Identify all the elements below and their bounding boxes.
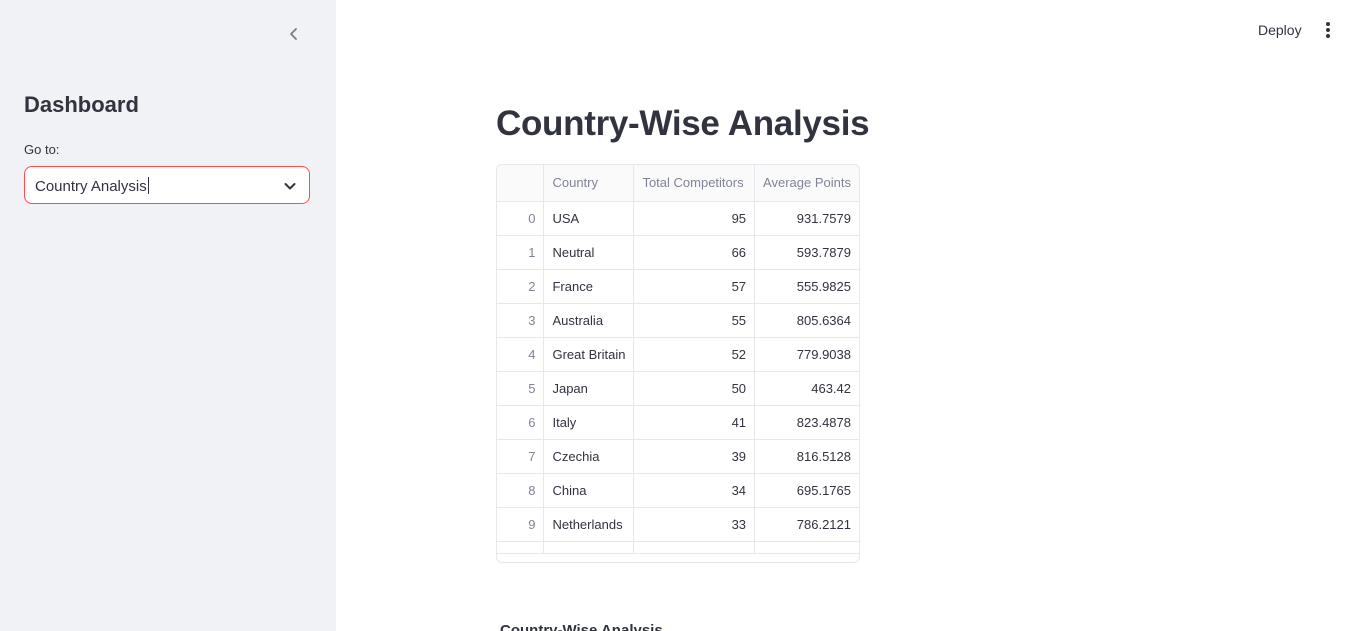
country-cell[interactable]: USA xyxy=(543,201,635,236)
column-header-average-points[interactable]: Average Points xyxy=(754,165,859,202)
total-competitors-cell[interactable]: 34 xyxy=(633,473,756,508)
row-index: 5 xyxy=(497,371,545,406)
table-row: 8 China 34 695.1765 xyxy=(497,473,859,508)
chevron-left-icon xyxy=(290,28,297,40)
row-index: 3 xyxy=(497,303,545,338)
country-cell[interactable]: Japan xyxy=(543,371,635,406)
average-points-cell[interactable]: 779.9038 xyxy=(754,337,859,372)
average-points-cell[interactable]: 695.1765 xyxy=(754,473,859,508)
page-title: Country-Wise Analysis xyxy=(496,104,870,143)
main-menu-button[interactable] xyxy=(1316,18,1340,42)
partial-cell xyxy=(754,541,859,554)
table-row: 6 Italy 41 823.4878 xyxy=(497,405,859,440)
country-cell[interactable]: China xyxy=(543,473,635,508)
column-header-index[interactable] xyxy=(497,165,545,202)
table-header-row: Country Total Competitors Average Points xyxy=(497,165,859,202)
more-vertical-icon xyxy=(1326,22,1330,38)
table-row: 3 Australia 55 805.6364 xyxy=(497,303,859,338)
table-row: 5 Japan 50 463.42 xyxy=(497,371,859,406)
partial-cell xyxy=(633,541,756,554)
partial-cell xyxy=(497,541,545,554)
row-index: 1 xyxy=(497,235,545,270)
table-row: 2 France 57 555.9825 xyxy=(497,269,859,304)
sidebar: Dashboard Go to: Country Analysis xyxy=(0,0,336,631)
total-competitors-cell[interactable]: 33 xyxy=(633,507,756,542)
country-cell[interactable]: Italy xyxy=(543,405,635,440)
sidebar-title: Dashboard xyxy=(24,92,139,117)
country-cell[interactable]: Great Britain xyxy=(543,337,635,372)
dataframe: Country Total Competitors Average Points… xyxy=(497,165,859,554)
total-competitors-cell[interactable]: 57 xyxy=(633,269,756,304)
country-cell[interactable]: Czechia xyxy=(543,439,635,474)
select-label: Go to: xyxy=(24,142,60,157)
column-header-total-competitors[interactable]: Total Competitors xyxy=(633,165,756,202)
row-index: 2 xyxy=(497,269,545,304)
navigation-select[interactable]: Country Analysis xyxy=(24,166,310,204)
average-points-cell[interactable]: 593.7879 xyxy=(754,235,859,270)
row-index: 4 xyxy=(497,337,545,372)
country-cell[interactable]: France xyxy=(543,269,635,304)
deploy-button[interactable]: Deploy xyxy=(1258,22,1302,38)
total-competitors-cell[interactable]: 55 xyxy=(633,303,756,338)
table-row: 4 Great Britain 52 779.9038 xyxy=(497,337,859,372)
partial-cell xyxy=(543,541,635,554)
data-table[interactable]: Country Total Competitors Average Points… xyxy=(496,164,860,563)
total-competitors-cell[interactable]: 95 xyxy=(633,201,756,236)
row-index: 9 xyxy=(497,507,545,542)
average-points-cell[interactable]: 805.6364 xyxy=(754,303,859,338)
chevron-down-icon xyxy=(284,183,296,190)
average-points-cell[interactable]: 555.9825 xyxy=(754,269,859,304)
total-competitors-cell[interactable]: 41 xyxy=(633,405,756,440)
select-value: Country Analysis xyxy=(35,177,149,195)
table-row: 0 USA 95 931.7579 xyxy=(497,201,859,236)
section-subheading: Country-Wise Analysis xyxy=(500,622,663,631)
table-row: 7 Czechia 39 816.5128 xyxy=(497,439,859,474)
average-points-cell[interactable]: 931.7579 xyxy=(754,201,859,236)
column-header-country[interactable]: Country xyxy=(543,165,635,202)
collapse-sidebar-button[interactable] xyxy=(280,20,308,48)
total-competitors-cell[interactable]: 66 xyxy=(633,235,756,270)
average-points-cell[interactable]: 816.5128 xyxy=(754,439,859,474)
table-row: 9 Netherlands 33 786.2121 xyxy=(497,507,859,542)
row-index: 8 xyxy=(497,473,545,508)
row-index: 0 xyxy=(497,201,545,236)
average-points-cell[interactable]: 823.4878 xyxy=(754,405,859,440)
text-caret xyxy=(147,177,149,194)
country-cell[interactable]: Australia xyxy=(543,303,635,338)
average-points-cell[interactable]: 786.2121 xyxy=(754,507,859,542)
total-competitors-cell[interactable]: 52 xyxy=(633,337,756,372)
average-points-cell[interactable]: 463.42 xyxy=(754,371,859,406)
table-row-partial xyxy=(497,541,859,554)
row-index: 6 xyxy=(497,405,545,440)
country-cell[interactable]: Neutral xyxy=(543,235,635,270)
country-cell[interactable]: Netherlands xyxy=(543,507,635,542)
total-competitors-cell[interactable]: 39 xyxy=(633,439,756,474)
table-row: 1 Neutral 66 593.7879 xyxy=(497,235,859,270)
row-index: 7 xyxy=(497,439,545,474)
total-competitors-cell[interactable]: 50 xyxy=(633,371,756,406)
